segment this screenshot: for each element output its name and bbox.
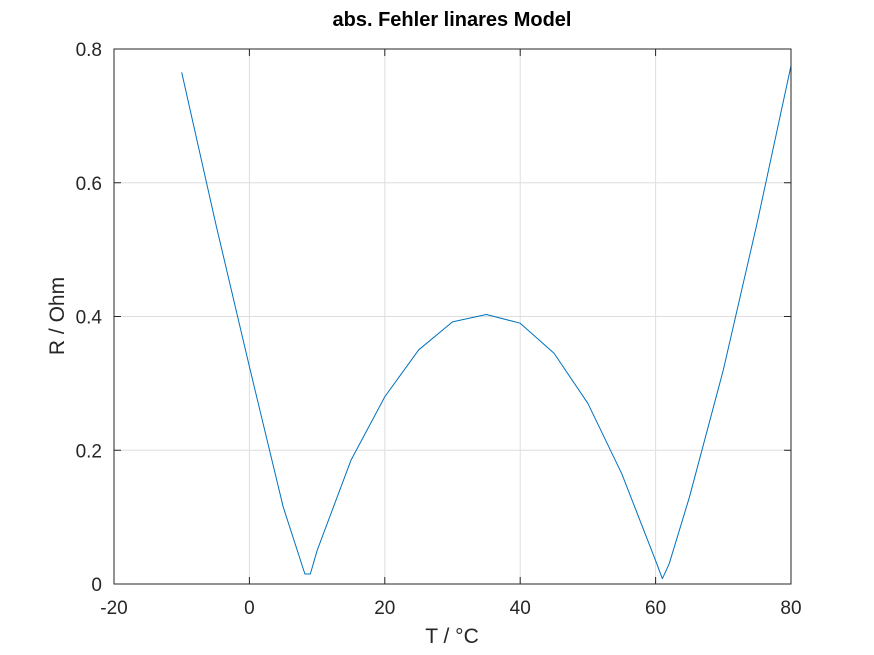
y-tick-label: 0.8 [76, 40, 102, 61]
series-line [181, 65, 792, 580]
x-tick-label: 80 [780, 598, 801, 619]
y-tick-labels: 0 0.2 0.4 0.6 0.8 [76, 40, 103, 596]
y-tick-label: 0.4 [76, 308, 103, 329]
y-tick-label: 0.2 [76, 441, 102, 462]
x-tick-label: 60 [645, 598, 666, 619]
series-layer [181, 65, 792, 580]
x-tick-label: -20 [100, 598, 127, 619]
y-axis-label: R / Ohm [46, 277, 69, 355]
y-tick-label: 0.6 [76, 174, 102, 195]
x-tick-label: 20 [374, 598, 395, 619]
tick-marks [113, 48, 792, 585]
chart-title: abs. Fehler linares Model [333, 9, 572, 31]
x-axis-label: T / °C [425, 625, 479, 648]
x-tick-label: 40 [510, 598, 531, 619]
x-tick-labels: -20 0 20 40 60 80 [100, 598, 801, 619]
x-tick-label: 0 [244, 598, 255, 619]
y-tick-label: 0 [91, 575, 102, 596]
